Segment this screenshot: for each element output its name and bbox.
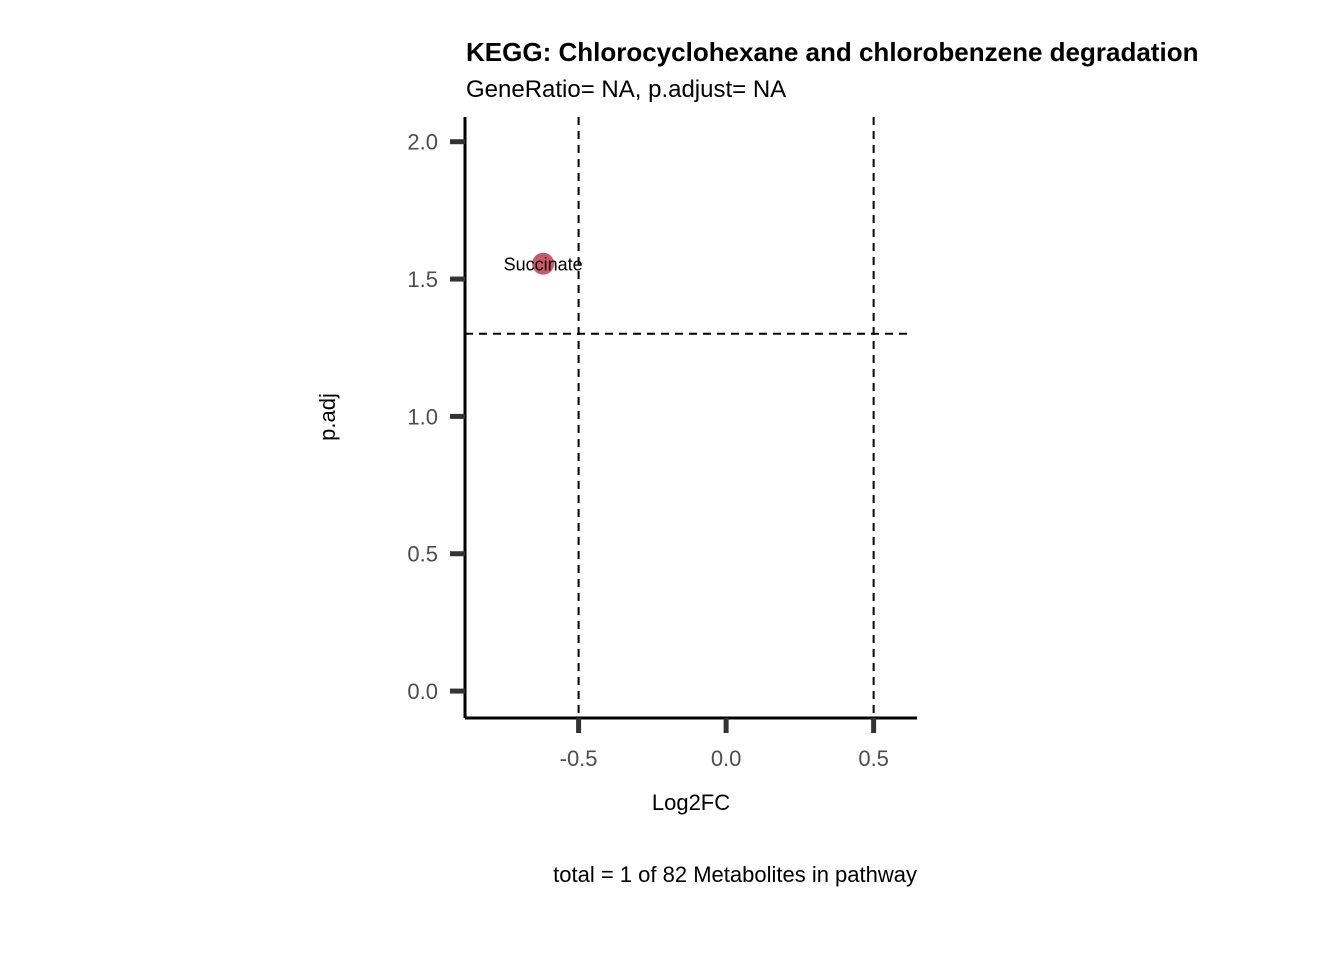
chart-subtitle: GeneRatio= NA, p.adjust= NA — [466, 76, 786, 103]
y-tick-label: 0.5 — [407, 542, 438, 567]
x-axis-label: Log2FC — [652, 790, 730, 815]
y-tick-label: 1.0 — [407, 404, 438, 429]
chart-title: KEGG: Chlorocyclohexane and chlorobenzen… — [466, 37, 1198, 67]
data-point — [532, 252, 555, 275]
x-tick-label: 0.0 — [711, 746, 742, 771]
y-tick-label: 0.0 — [407, 679, 438, 704]
y-axis-label: p.adj — [315, 393, 340, 441]
point-label: Succinate — [504, 255, 583, 275]
x-tick-label: 0.5 — [858, 746, 889, 771]
x-tick-label: -0.5 — [560, 746, 598, 771]
chart-caption: total = 1 of 82 Metabolites in pathway — [553, 862, 917, 887]
y-tick-label: 1.5 — [407, 267, 438, 292]
y-tick-label: 2.0 — [407, 130, 438, 155]
